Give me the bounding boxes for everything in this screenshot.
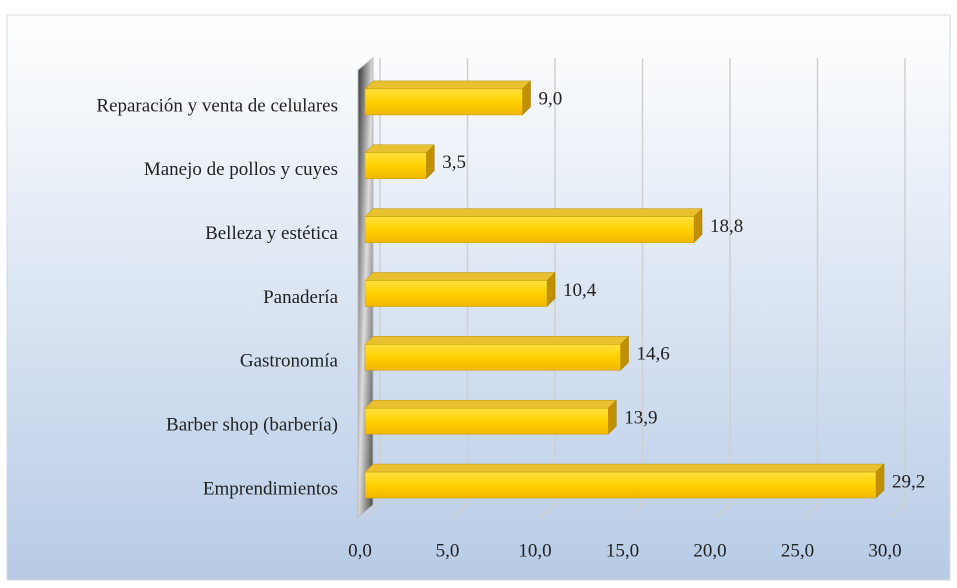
x-tick-label: 10,0 — [518, 540, 551, 561]
value-label: 29,2 — [892, 471, 925, 492]
bar — [364, 471, 877, 499]
value-label: 9,0 — [539, 88, 563, 109]
value-label: 3,5 — [442, 152, 466, 173]
y-tick-label: Manejo de pollos y cuyes — [144, 159, 338, 180]
value-label: 18,8 — [710, 216, 743, 237]
bar — [364, 344, 621, 371]
bar — [364, 407, 609, 435]
y-tick-label: Emprendimientos — [203, 478, 338, 499]
y-tick-label: Barber shop (barbería) — [166, 415, 338, 436]
x-tick-label: 30,0 — [868, 540, 901, 561]
bar-top — [364, 336, 630, 345]
x-tick-label: 20,0 — [693, 540, 726, 561]
bar-top — [364, 144, 435, 154]
floor-line — [889, 504, 906, 518]
x-tick-label: 0,0 — [348, 540, 372, 561]
y-tick-label: Gastronomía — [240, 351, 339, 372]
floor-line — [714, 504, 731, 518]
y-tick-label: Belleza y estética — [205, 223, 338, 244]
y-tick-label: Reparación y venta de celulares — [96, 95, 338, 116]
bar-top — [364, 80, 532, 90]
bar — [364, 280, 548, 307]
x-tick-label: 25,0 — [781, 540, 814, 561]
floor-line — [627, 504, 643, 518]
bar-top — [364, 399, 617, 409]
value-label: 13,9 — [624, 408, 657, 429]
floor-line — [539, 504, 556, 518]
value-label: 10,4 — [563, 280, 597, 301]
x-tick-label: 5,0 — [436, 540, 460, 561]
floor-line — [364, 504, 381, 518]
bar-top — [364, 463, 885, 473]
bar-top — [364, 272, 556, 281]
floor-line — [452, 504, 468, 518]
bar-top — [364, 208, 703, 217]
y-tick-label: Panadería — [263, 287, 338, 308]
bar — [364, 216, 695, 243]
floor-line — [802, 504, 818, 518]
bar — [364, 88, 523, 116]
bar — [364, 152, 427, 180]
x-tick-label: 15,0 — [606, 540, 639, 561]
value-label: 14,6 — [637, 344, 670, 365]
